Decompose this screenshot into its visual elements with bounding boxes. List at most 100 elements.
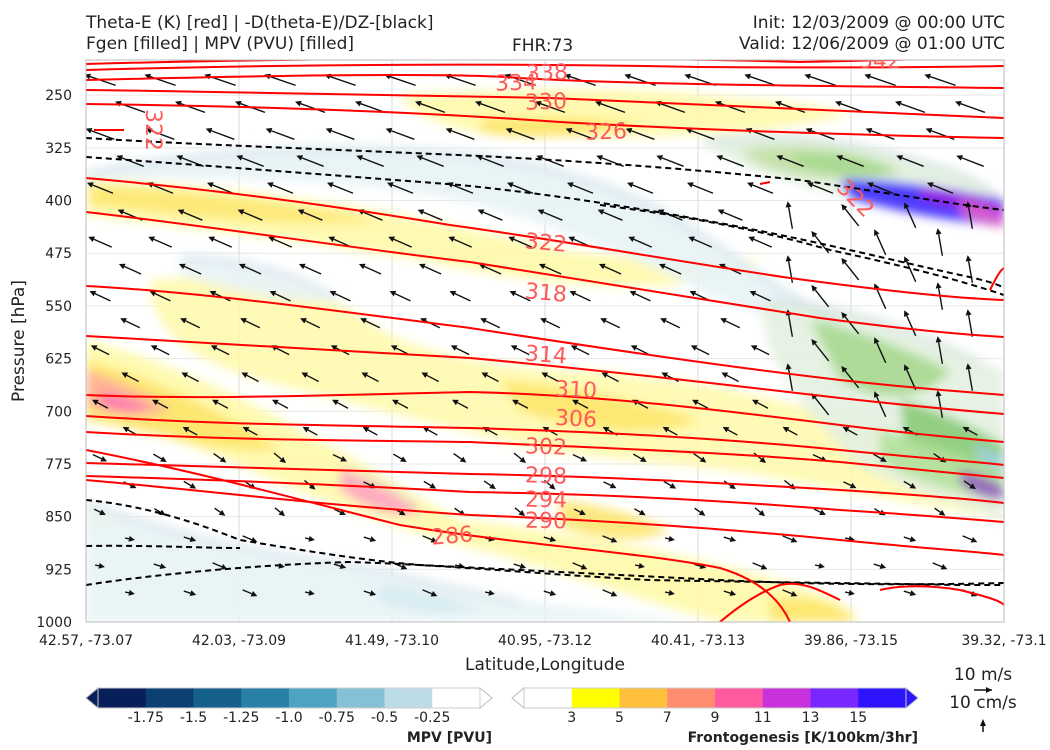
- colorbar-swatch: [432, 688, 481, 708]
- colorbar-swatch: [145, 688, 194, 708]
- theta-e-label: 298: [525, 463, 568, 489]
- wind-vector: [297, 209, 323, 221]
- wind-key-w-label: 10 cm/s: [949, 693, 1017, 713]
- wind-vector: [956, 155, 984, 167]
- wind-vector: [688, 236, 713, 248]
- wind-vector: [903, 256, 917, 283]
- wind-vector: [744, 73, 776, 87]
- wind-vector: [240, 318, 261, 329]
- wind-vector: [656, 155, 684, 167]
- forecast-hour: FHR:73: [512, 36, 574, 56]
- wind-vector: [722, 426, 738, 436]
- wind-vector: [450, 345, 470, 356]
- wind-vector: [332, 453, 348, 462]
- colorbar-tick-label: 3: [567, 710, 576, 726]
- wind-vector: [153, 508, 166, 516]
- colorbar-tick-label: -0.25: [414, 710, 450, 726]
- wind-vector: [841, 258, 860, 281]
- wind-vector: [836, 155, 864, 167]
- wind-vector: [120, 318, 141, 329]
- wind-vector: [873, 283, 887, 310]
- wind-vector: [866, 182, 894, 194]
- wind-vector: [566, 182, 594, 194]
- shaded-region: [180, 255, 340, 302]
- wind-vector: [692, 399, 709, 409]
- wind-vector: [417, 209, 443, 221]
- colorbar-extend-high: [905, 686, 919, 710]
- wind-vector: [597, 209, 623, 221]
- wind-vector: [212, 399, 229, 409]
- wind-vector: [628, 236, 653, 248]
- wind-vector: [296, 155, 324, 167]
- shaded-region: [480, 117, 640, 137]
- wind-vector: [265, 127, 295, 140]
- wind-vector: [392, 453, 407, 462]
- colorbar-swatch: [336, 688, 385, 708]
- time-info: Init: 12/03/2009 @ 00:00 UTC Valid: 12/0…: [739, 13, 1005, 55]
- wind-vector: [152, 399, 169, 409]
- wind-vector: [934, 507, 946, 516]
- wind-vector: [449, 290, 471, 302]
- wind-vector: [841, 366, 860, 389]
- wind-vector: [723, 536, 737, 543]
- colorbar-extend-low: [511, 686, 525, 710]
- wind-vector: [841, 312, 860, 335]
- wind-vector: [241, 372, 259, 383]
- wind-vector: [873, 391, 887, 418]
- shaded-region: [500, 380, 700, 431]
- init-time: Init: 12/03/2009 @ 00:00 UTC: [752, 13, 1005, 33]
- theta-e-contour: [86, 89, 1004, 119]
- colorbar-swatch: [193, 688, 242, 708]
- wind-vector: [872, 453, 887, 462]
- wind-vector: [181, 372, 199, 383]
- shaded-region: [810, 320, 950, 397]
- wind-vector: [962, 426, 978, 436]
- theta-e-contour: [86, 415, 1004, 466]
- colorbar-swatch: [667, 688, 716, 708]
- colorbar-tick-label: 13: [802, 710, 820, 726]
- wind-vector: [483, 480, 496, 490]
- wind-vector: [962, 535, 978, 543]
- wind-vector: [477, 209, 503, 221]
- wind-vector: [89, 290, 111, 302]
- wind-vector: [865, 127, 895, 140]
- wind-vector: [236, 155, 264, 167]
- wind-vector: [660, 318, 681, 329]
- wind-vector: [813, 508, 826, 515]
- wind-vector: [814, 562, 825, 569]
- wind-vector: [121, 372, 139, 383]
- wind-vector: [273, 452, 287, 463]
- colorbar-extend-low: [85, 686, 99, 710]
- wind-vector: [421, 372, 439, 383]
- theta-e-label: 330: [525, 89, 568, 115]
- theta-e-label: 310: [554, 377, 597, 404]
- theta-e-contour: [86, 177, 1004, 301]
- wind-vector: [210, 345, 230, 356]
- wind-vector: [537, 209, 563, 221]
- wind-vector: [932, 562, 948, 570]
- wind-vector: [694, 507, 706, 516]
- wind-vector: [716, 155, 744, 167]
- y-tick-label: 775: [45, 457, 72, 473]
- wind-vector: [300, 318, 321, 329]
- wind-vector: [214, 507, 226, 516]
- wind-vector: [182, 426, 198, 436]
- theta-e-contour: [719, 582, 841, 622]
- wind-vector: [363, 536, 377, 543]
- theta-e-contour: [86, 431, 1004, 479]
- wind-vector: [333, 508, 346, 515]
- wind-vector: [690, 345, 710, 356]
- theta-e-contour: [879, 585, 1004, 606]
- theta-e-label: 322: [140, 109, 165, 151]
- wind-vector: [544, 479, 556, 490]
- wind-vector: [513, 563, 527, 570]
- wind-vector: [601, 372, 619, 383]
- colorbar-swatch: [289, 688, 338, 708]
- theta-e-contour: [86, 390, 1004, 443]
- dtheta-dz-contours: [86, 137, 1004, 586]
- wind-vector: [955, 100, 986, 114]
- wind-vector: [573, 508, 586, 515]
- x-tick-label: 39.86, -73.15: [804, 633, 898, 649]
- wind-vector: [535, 100, 566, 114]
- x-axis-ticks: 42.57, -73.07 42.03, -73.09 41.49, -73.10 4…: [39, 633, 1047, 649]
